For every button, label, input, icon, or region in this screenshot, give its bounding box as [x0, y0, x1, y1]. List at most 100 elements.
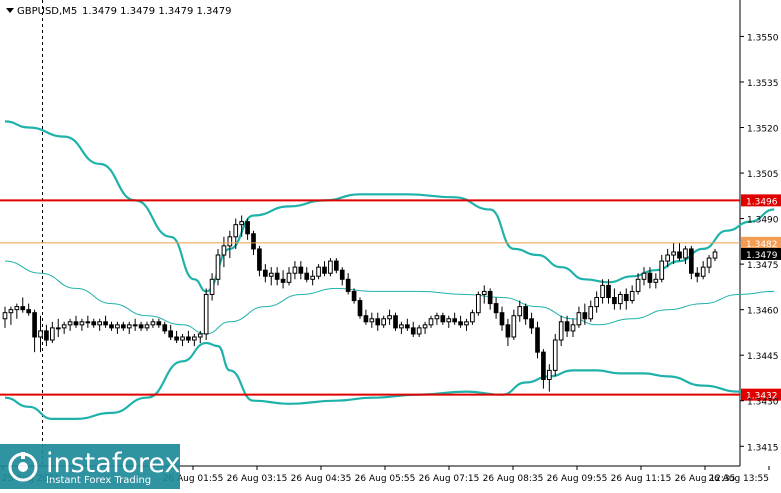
candle-body-down [138, 324, 144, 329]
candle [683, 245, 688, 265]
candle-body-up [700, 266, 706, 277]
candle-body-down [257, 248, 262, 271]
y-tick-label: 1.3460 [747, 307, 779, 317]
candle [310, 270, 316, 286]
candle [363, 309, 369, 325]
candle-body-down [91, 321, 97, 326]
candle [612, 288, 617, 310]
candle-body-up [576, 312, 582, 326]
candle [180, 333, 185, 347]
candle [85, 315, 91, 328]
candle-body-down [274, 272, 280, 280]
bollinger-middle-band [4, 260, 775, 335]
y-tick-label: 1.3550 [747, 33, 779, 43]
candle-body-down [44, 330, 49, 341]
ohlc-readout: 1.3479 1.3479 1.3479 1.3479 [82, 6, 232, 17]
y-tick-label: 1.3505 [747, 170, 779, 180]
candle [434, 312, 440, 325]
symbol-label: GBPUSD,M5 [17, 6, 77, 17]
candle [203, 288, 209, 341]
candle [440, 312, 446, 325]
candle [700, 261, 706, 280]
candle-body-up [215, 254, 221, 280]
candle-body-up [268, 272, 274, 277]
candle-body-up [511, 315, 517, 338]
candle [523, 303, 529, 325]
candle-body-down [452, 318, 458, 323]
candle-body-down [73, 321, 79, 326]
candle [706, 255, 712, 274]
candle [416, 324, 422, 337]
symbol-menu-icon[interactable] [6, 8, 14, 13]
candle [20, 297, 26, 313]
candle-body-down [493, 303, 499, 314]
candle-body-down [440, 315, 446, 323]
candle-body-down [186, 336, 191, 341]
candle [44, 324, 49, 347]
candle [647, 267, 653, 289]
candle-body-down [404, 324, 410, 329]
candle-body-down [120, 324, 126, 329]
brand-name: instaforex [46, 448, 181, 479]
candle [541, 349, 546, 389]
candle-body-up [61, 324, 67, 329]
candle [115, 321, 120, 334]
candle [345, 273, 351, 295]
candle [339, 267, 345, 286]
candle [97, 318, 103, 331]
candle [109, 321, 114, 331]
candle-body-down [103, 321, 108, 326]
candle-body-up [635, 278, 641, 292]
candle [357, 297, 363, 319]
x-tick-label: 26 Aug 12:35 [675, 474, 736, 484]
candle [529, 312, 534, 334]
candle-body-up [85, 321, 91, 324]
candle-body-down [304, 272, 310, 280]
candle-body-down [351, 290, 357, 302]
candle [588, 300, 594, 322]
candle [694, 267, 700, 283]
reference-level-tag [741, 236, 781, 249]
y-tick-label: 1.3490 [747, 216, 779, 226]
support-level-label: 1.3432 [746, 392, 778, 402]
candle-body-up [517, 306, 523, 317]
candle-body-down [487, 290, 493, 305]
candle [487, 288, 493, 310]
candle [280, 270, 286, 289]
candle-body-down [623, 293, 629, 302]
candle [126, 321, 132, 334]
candle [511, 309, 517, 341]
candle-body-down [564, 321, 570, 332]
candle-body-up [387, 315, 392, 320]
candle [369, 312, 375, 328]
candle-body-up [641, 272, 647, 280]
candle-body-down [499, 312, 505, 326]
candle [292, 261, 298, 280]
candle-body-up [144, 324, 150, 329]
candle-body-up [617, 293, 623, 305]
candle-body-up [665, 254, 671, 262]
x-tick-label: 26 Aug 11:15 [611, 474, 672, 484]
y-tick-label: 1.3475 [747, 261, 779, 271]
x-tick-label: 26 Aug 07:15 [419, 474, 480, 484]
y-tick-label: 1.3520 [747, 125, 779, 135]
candle [79, 318, 85, 331]
candle-body-up [2, 312, 8, 320]
resistance-level-label: 1.3496 [746, 197, 778, 207]
bollinger-lower-band [4, 341, 775, 421]
candle [233, 218, 239, 249]
candle [458, 315, 463, 328]
candle [404, 318, 410, 331]
candle-body-down [357, 300, 363, 317]
current-price-label: 1.3479 [746, 251, 778, 261]
bollinger-upper-band [4, 120, 775, 293]
candle [239, 215, 245, 237]
candle-body-up [38, 330, 43, 338]
candle-body-down [245, 221, 250, 235]
candle [316, 264, 321, 280]
candle [623, 288, 629, 310]
candle [120, 321, 126, 331]
candle-body-down [298, 266, 304, 274]
candle [381, 315, 387, 328]
